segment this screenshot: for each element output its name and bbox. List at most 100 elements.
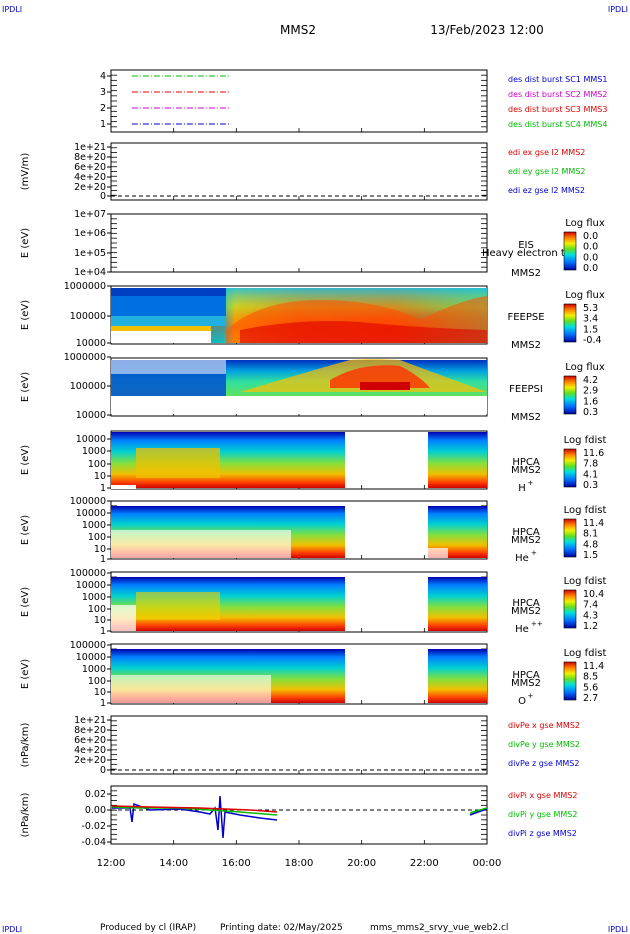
ytick-label: 3	[100, 87, 106, 98]
legend-entry: des dist burst SC2 MMS2	[508, 90, 607, 99]
ytick-label: 4	[100, 71, 106, 82]
spacecraft-label: MMS2	[511, 340, 541, 351]
colorbar-tick: 8.1	[583, 529, 598, 540]
ylabel: (nPa/km)	[20, 793, 31, 838]
ytick-label: 4e+20	[74, 172, 106, 183]
footer-script-name: mms_mms2_srvy_vue_web2.cl	[370, 923, 508, 933]
datetime-title: 13/Feb/2023 12:00	[430, 23, 544, 37]
panel-frame	[110, 715, 488, 775]
legend-entry: divPi x gse MMS2	[508, 791, 577, 800]
species-label: He	[515, 624, 529, 635]
ytick-label: 100000	[70, 640, 106, 651]
colorbar-tick: 1.5	[583, 324, 598, 335]
time-tick-label: 12:00	[97, 858, 126, 869]
time-tick-label: 14:00	[159, 858, 188, 869]
colorbar-tick: 5.6	[583, 682, 598, 693]
ytick-label: 4e+20	[74, 745, 106, 756]
hpca-hepp-spectrogram	[111, 577, 487, 631]
ylabel: E (eV)	[20, 228, 31, 258]
panel-frame	[110, 142, 488, 201]
ytick-label: 1	[100, 554, 106, 565]
colorbar	[563, 448, 577, 488]
hpca-o-spectrogram	[111, 649, 487, 703]
colorbar-tick: 11.6	[583, 448, 604, 459]
ytick-label: 1e+21	[74, 715, 106, 726]
ytick-label: 100	[88, 604, 106, 615]
colorbar	[563, 589, 577, 629]
ytick-label: 10000	[76, 508, 106, 519]
colorbar-tick: 4.1	[583, 469, 598, 480]
colorbar-tick: 5.3	[583, 303, 598, 314]
colorbar	[563, 661, 577, 701]
instrument-label: HPCA	[512, 670, 540, 681]
colorbar-tick: 2.7	[583, 693, 598, 704]
ytick-label: 1	[100, 626, 106, 637]
ytick-label: 10000	[76, 652, 106, 663]
ytick-label: 1000	[82, 446, 106, 457]
panel-frame	[110, 213, 488, 273]
time-tick-label: 00:00	[473, 858, 502, 869]
ytick-label: 10000	[76, 580, 106, 591]
ytick-label: 10	[94, 544, 106, 555]
colorbar-tick: 7.4	[583, 600, 598, 611]
ytick-label: 100	[88, 459, 106, 470]
legend-entry: edi ey gse l2 MMS2	[508, 167, 586, 176]
instrument-label: HPCA	[512, 457, 540, 468]
divpi-traces	[111, 795, 488, 839]
ytick-label: 0.00	[85, 805, 106, 816]
ytick-label: 100	[88, 532, 106, 543]
time-tick-label: 16:00	[222, 858, 251, 869]
colorbar-tick: 0.0	[583, 242, 598, 253]
colorbar-tick: 0.3	[583, 480, 598, 491]
colorbar-tick: 0.0	[583, 231, 598, 242]
legend-entry: edi ez gse l2 MMS2	[508, 186, 585, 195]
ytick-label: 1	[100, 119, 106, 130]
ytick-label: 1000	[82, 520, 106, 531]
colorbar-tick: 7.8	[583, 459, 598, 470]
ytick-label: 8e+20	[74, 725, 106, 736]
instrument-label: FEEPSI	[509, 384, 543, 395]
colorbar-title: Log fdist	[564, 576, 607, 587]
ytick-label: -0.04	[81, 837, 106, 848]
colorbar-tick: 11.4	[583, 661, 604, 672]
species-label: O	[518, 696, 526, 707]
ytick-label: 100	[88, 676, 106, 687]
ytick-label: 10	[94, 471, 106, 482]
ylabel: E (eV)	[20, 372, 31, 402]
colorbar-tick: 1.6	[583, 396, 598, 407]
legend-entry: des dist burst SC4 MMS4	[508, 120, 607, 129]
corner-mark-top-right: IPDLI	[608, 5, 628, 14]
ylabel: E (eV)	[20, 300, 31, 330]
ytick-label: 8e+20	[74, 152, 106, 163]
ytick-label: 6e+20	[74, 735, 106, 746]
time-tick-label: 18:00	[285, 858, 314, 869]
ytick-label: 2e+20	[74, 755, 106, 766]
ytick-label: 0.02	[85, 789, 106, 800]
colorbar-tick: 1.5	[583, 550, 598, 561]
ytick-label: 10	[94, 687, 106, 698]
feepse-spectrogram	[111, 288, 487, 343]
legend-entry: divPi z gse MMS2	[508, 829, 577, 838]
spacecraft-label: MMS2	[511, 678, 541, 689]
ytick-label: 1	[100, 698, 106, 709]
species-charge: +	[531, 549, 537, 557]
ytick-label: 100000	[70, 381, 106, 392]
ytick-label: 100000	[70, 496, 106, 507]
legend-entry: divPi y gse MMS2	[508, 810, 577, 819]
colorbar-tick: 11.4	[583, 518, 604, 529]
footer-printing-date: Printing date: 02/May/2025	[220, 923, 343, 933]
ylabel: E (eV)	[20, 445, 31, 475]
ytick-label: 0	[100, 765, 106, 776]
ytick-label: 0	[100, 191, 106, 202]
colorbar-tick: 1.2	[583, 621, 598, 632]
ytick-label: 2	[100, 103, 106, 114]
colorbar-title: Log flux	[565, 362, 605, 373]
legend-entry: des dist burst SC1 MMS1	[508, 75, 607, 84]
corner-mark-top-left: IPDLI	[2, 5, 22, 14]
legend-entry: edi ex gse l2 MMS2	[508, 148, 585, 157]
legend-entry: divPe y gse MMS2	[508, 740, 580, 749]
